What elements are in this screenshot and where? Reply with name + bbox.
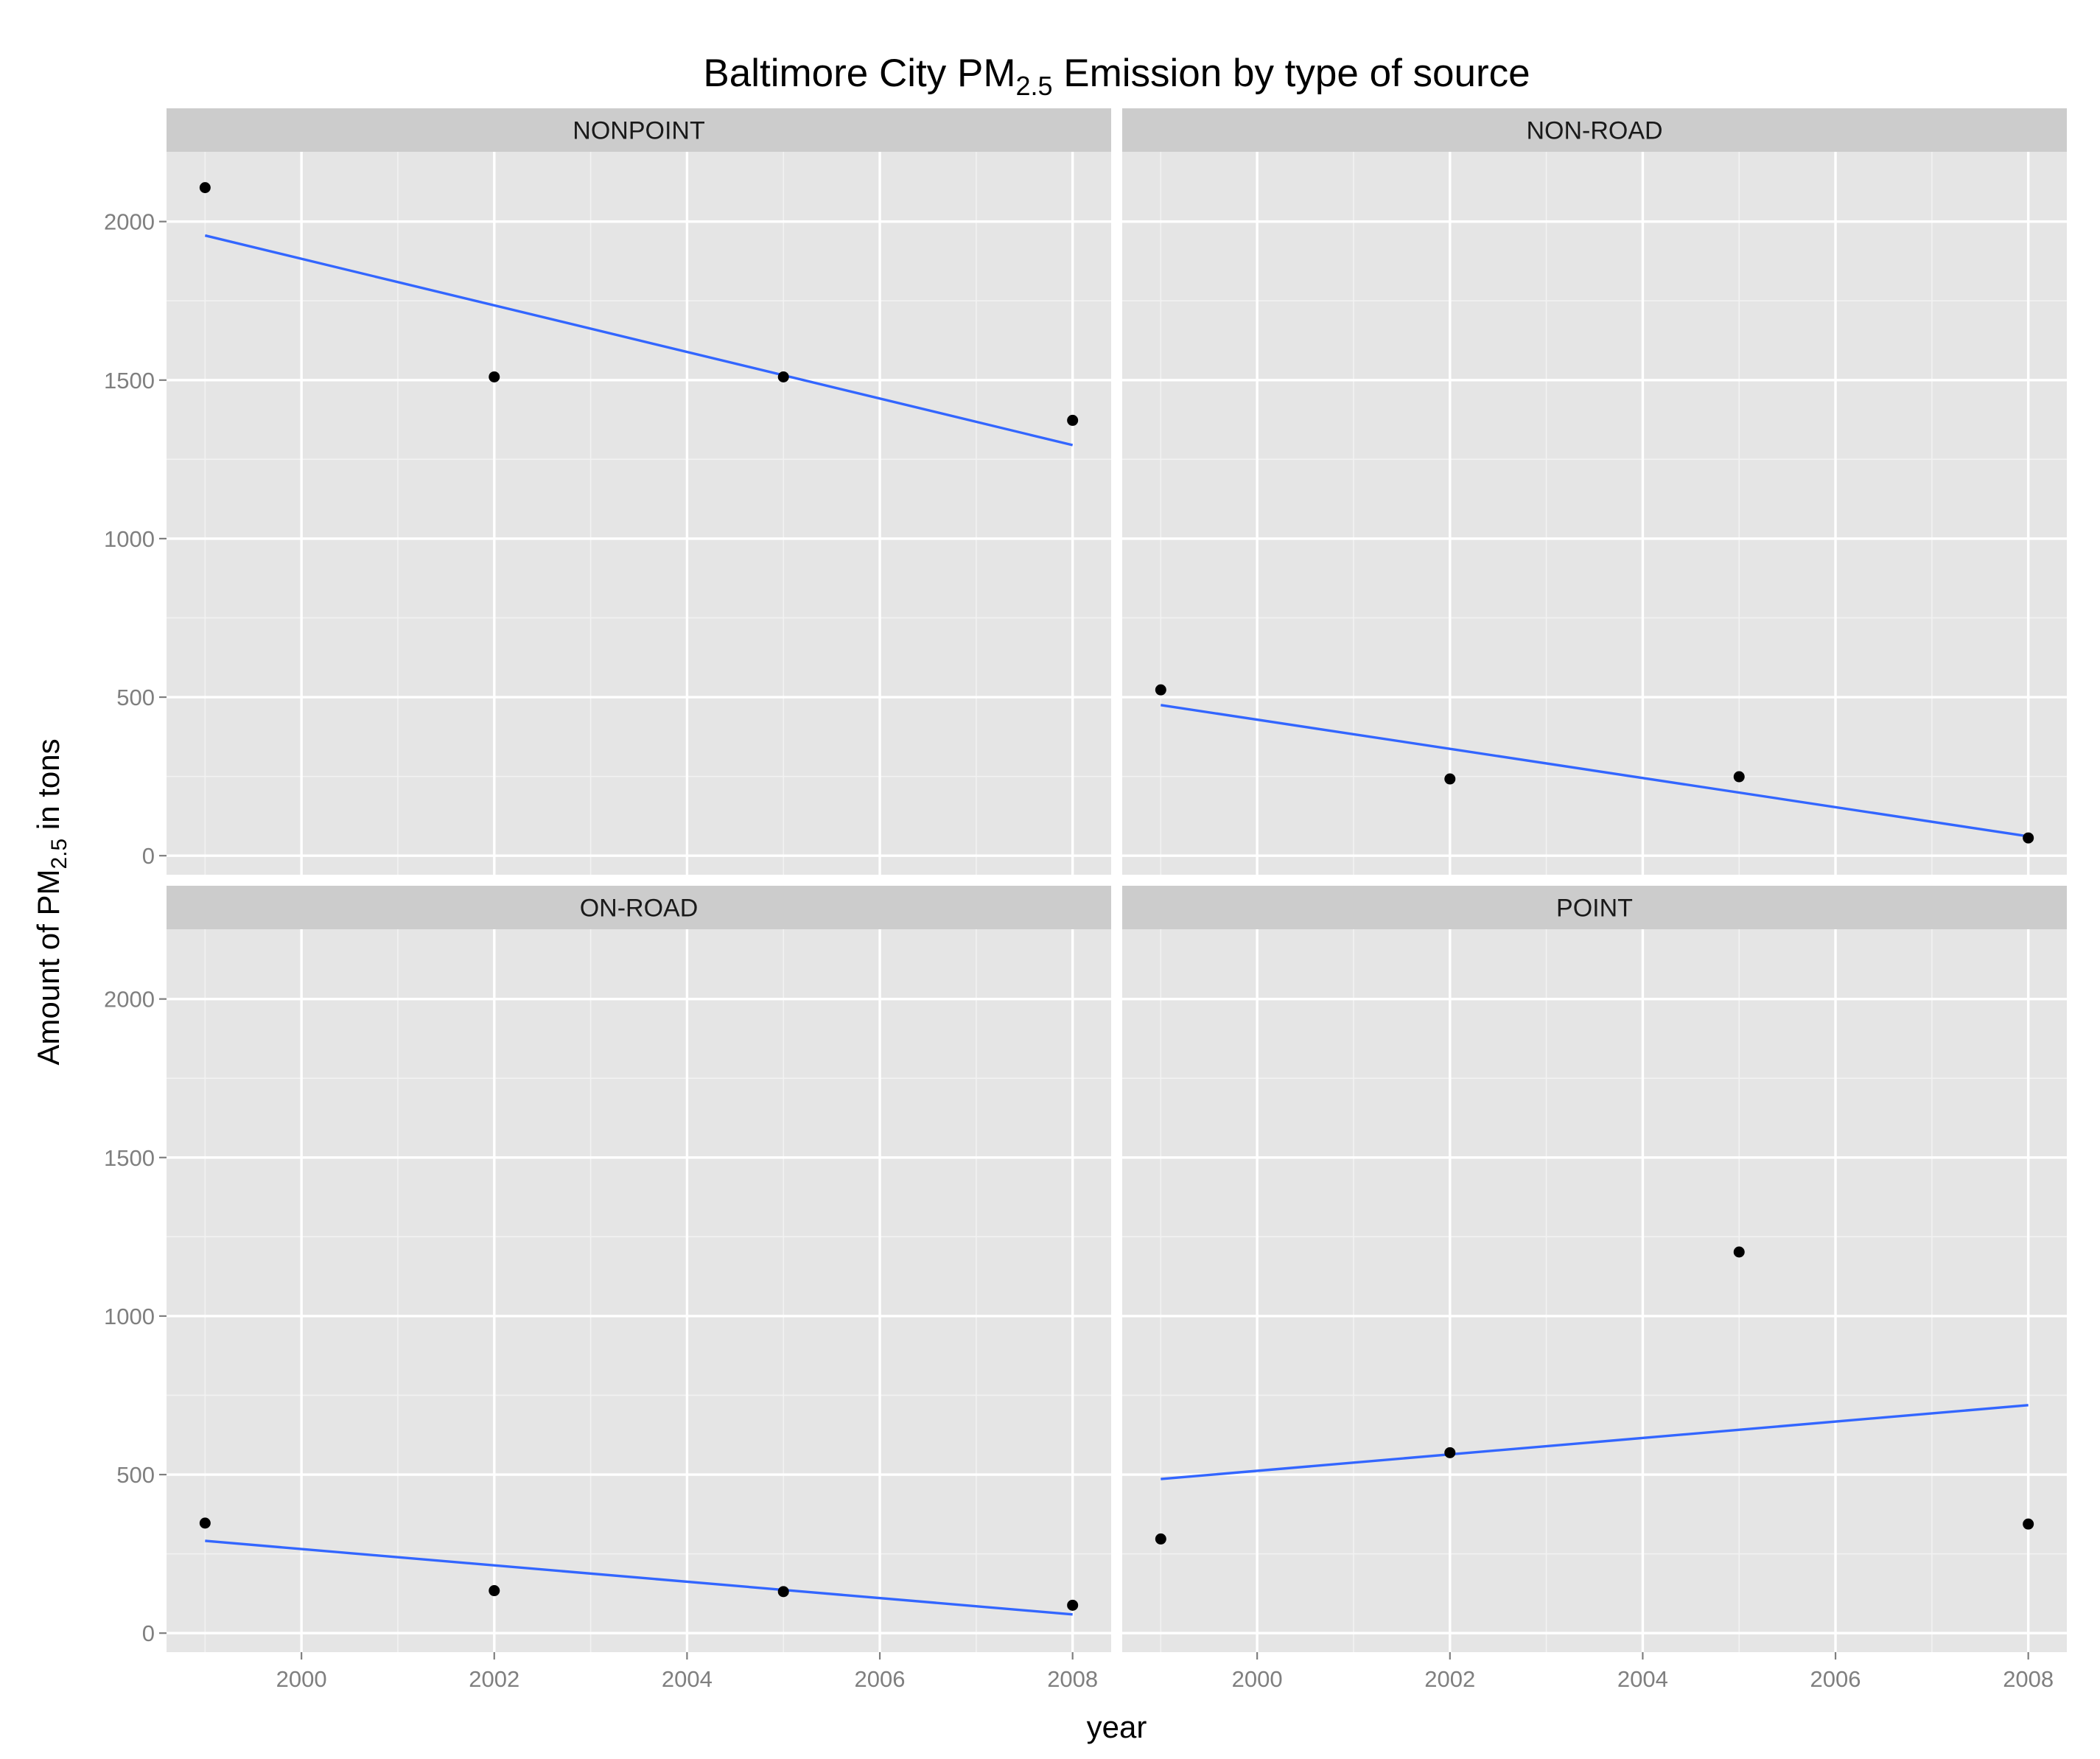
data-point: [199, 182, 211, 194]
x-tick-label: 2000: [1232, 1666, 1283, 1692]
trend-line: [205, 1539, 1073, 1616]
data-point: [777, 371, 789, 382]
x-tick-label: 2008: [2003, 1666, 2054, 1692]
trend-line: [1161, 1404, 2029, 1480]
trend-line: [204, 234, 1074, 447]
x-tick-label: 2002: [469, 1666, 519, 1692]
x-tick-label: 2006: [855, 1666, 906, 1692]
data-point: [2023, 832, 2034, 844]
y-tick-label: 1000: [104, 526, 155, 552]
x-tick-label: 2004: [662, 1666, 713, 1692]
data-point: [1733, 771, 1745, 783]
data-point: [1444, 1447, 1456, 1458]
data-point: [1067, 414, 1079, 426]
x-tick-label: 2000: [276, 1666, 327, 1692]
x-tick-label: 2002: [1424, 1666, 1475, 1692]
chart-title: Baltimore City PM2.5 Emission by type of…: [703, 52, 1530, 101]
facet-strip: [167, 108, 1111, 152]
data-point: [489, 371, 500, 382]
panel-background: [1122, 929, 2067, 1652]
y-tick-label: 0: [142, 843, 155, 869]
data-point: [489, 1585, 500, 1597]
data-point: [1067, 1599, 1079, 1611]
panel-background: [167, 152, 1111, 875]
trend-line: [1161, 704, 2029, 838]
y-tick-label: 1000: [104, 1304, 155, 1329]
facet-panel-point: POINT 2000 2002 2004 2006 2008: [1122, 886, 2067, 1692]
x-tick-label: 2004: [1617, 1666, 1668, 1692]
facet-strip-label: NON-ROAD: [1526, 117, 1662, 145]
facet-strip-label: POINT: [1556, 895, 1633, 923]
facet-strip-label: ON-ROAD: [580, 895, 699, 923]
x-tick-label: 2006: [1810, 1666, 1861, 1692]
facet-panel-non-road: NON-ROAD: [1122, 108, 2067, 875]
facet-strip: [1122, 886, 2067, 929]
y-tick-label: 1500: [104, 368, 155, 394]
y-tick-label: 2000: [104, 987, 155, 1013]
y-axis-title: Amount of PM2.5 in tons: [31, 738, 71, 1065]
panel-background: [1122, 152, 2067, 875]
y-tick-label: 2000: [104, 209, 155, 235]
y-tick-label: 1500: [104, 1145, 155, 1171]
data-point: [1733, 1246, 1745, 1258]
facet-strip: [167, 886, 1111, 929]
panel-background: [167, 929, 1111, 1652]
y-tick-label: 0: [142, 1620, 155, 1646]
facet-panel-on-road: ON-ROAD 0 500 1000 1500 2000 2000 2002 2004 2006 2…: [104, 886, 1111, 1692]
facet-strip: [1122, 108, 2067, 152]
x-tick-label: 2008: [1047, 1666, 1098, 1692]
y-tick-label: 500: [116, 1462, 155, 1488]
x-axis-title: year: [1087, 1710, 1147, 1744]
facet-strip-label: NONPOINT: [573, 117, 704, 145]
data-point: [1444, 773, 1456, 785]
data-point: [777, 1586, 789, 1598]
data-point: [2023, 1518, 2034, 1530]
data-point: [199, 1517, 211, 1529]
facet-panel-nonpoint: NONPOINT 0 500 1000 1500 2000: [104, 108, 1111, 875]
y-tick-label: 500: [116, 685, 155, 710]
data-point: [1155, 684, 1166, 696]
data-point: [1155, 1533, 1166, 1545]
